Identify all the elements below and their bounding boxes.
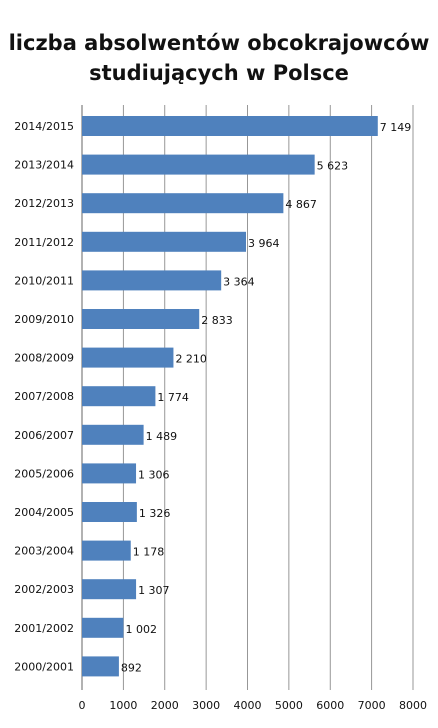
value-label: 3 964 (248, 237, 280, 250)
x-tick-label: 4000 (234, 699, 262, 712)
x-tick-label: 3000 (192, 699, 220, 712)
value-label: 1 307 (138, 584, 170, 597)
value-label: 1 002 (125, 623, 157, 636)
x-tick-label: 1000 (109, 699, 137, 712)
x-axis-ticks: 0 1000 2000 3000 4000 5000 6000 7000 8000 (79, 699, 428, 712)
bar (82, 617, 124, 638)
category-label: 2001/2002 (14, 622, 74, 635)
category-label: 2012/2013 (14, 197, 74, 210)
bar (82, 463, 137, 484)
category-label: 2009/2010 (14, 313, 74, 326)
x-tick-label: 7000 (358, 699, 386, 712)
value-label: 2 833 (201, 314, 233, 327)
bar (82, 502, 137, 522)
bar (82, 270, 222, 291)
bar (82, 116, 378, 136)
x-tick-label: 6000 (316, 699, 344, 712)
value-label: 3 364 (223, 275, 255, 288)
category-label: 2008/2009 (14, 352, 74, 365)
x-tick-label: 0 (79, 699, 86, 712)
x-tick-label: 5000 (275, 699, 303, 712)
bar (82, 193, 284, 214)
category-label: 2011/2012 (14, 236, 74, 249)
value-label: 1 774 (157, 391, 189, 404)
category-label: 2013/2014 (14, 159, 74, 172)
category-label: 2005/2006 (14, 467, 74, 480)
chart-title-line-1: liczba absolwentów obcokrajowców (8, 31, 430, 55)
chart-title: liczba absolwentów obcokrajowców studiuj… (0, 28, 438, 88)
bar (82, 540, 131, 561)
bar (82, 154, 315, 175)
value-label: 7 149 (380, 121, 412, 134)
category-label: 2014/2015 (14, 120, 74, 133)
category-label: 2007/2008 (14, 390, 74, 403)
bar (82, 424, 144, 445)
category-label: 2003/2004 (14, 545, 74, 558)
value-label: 1 178 (133, 546, 165, 559)
bar (82, 386, 156, 407)
category-label: 2000/2001 (14, 660, 74, 673)
bars (82, 116, 378, 677)
x-tick-label: 2000 (151, 699, 179, 712)
x-tick-label: 8000 (399, 699, 427, 712)
category-label: 2004/2005 (14, 506, 74, 519)
value-label: 1 326 (139, 507, 171, 520)
bar (82, 656, 119, 677)
category-label: 2002/2003 (14, 583, 74, 596)
value-labels: 7 149 5 623 4 867 3 964 3 364 2 833 2 210 1 774… (121, 121, 411, 674)
value-label: 5 623 (317, 160, 349, 173)
value-label: 4 867 (285, 198, 317, 211)
bar (82, 579, 137, 600)
value-label: 892 (121, 661, 142, 674)
chart-title-line-2: studiujących w Polsce (89, 61, 349, 85)
value-label: 1 489 (146, 430, 178, 443)
category-label: 2006/2007 (14, 429, 74, 442)
category-labels: 2014/2015 2013/2014 2012/2013 2011/2012 2010… (14, 120, 74, 673)
bar (82, 309, 200, 329)
value-label: 2 210 (175, 353, 207, 366)
bar (82, 347, 174, 368)
bar (82, 231, 247, 252)
value-label: 1 306 (138, 468, 170, 481)
category-label: 2010/2011 (14, 274, 74, 287)
